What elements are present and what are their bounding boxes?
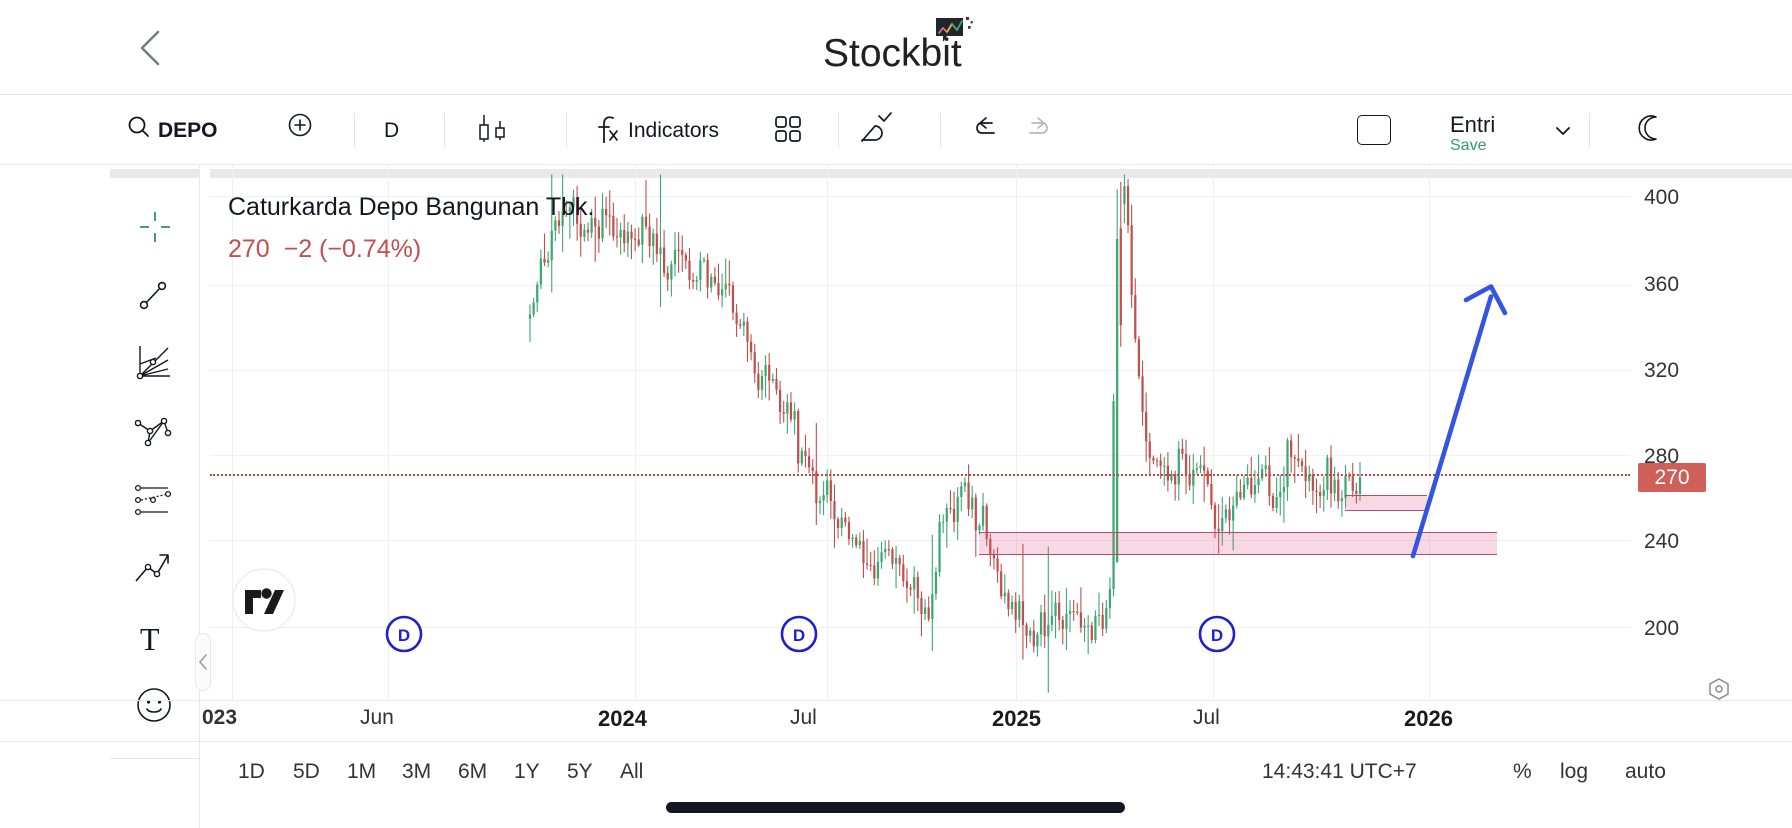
svg-text:D: D bbox=[398, 626, 410, 645]
svg-text:D: D bbox=[1211, 626, 1223, 645]
svg-text:D: D bbox=[793, 626, 805, 645]
